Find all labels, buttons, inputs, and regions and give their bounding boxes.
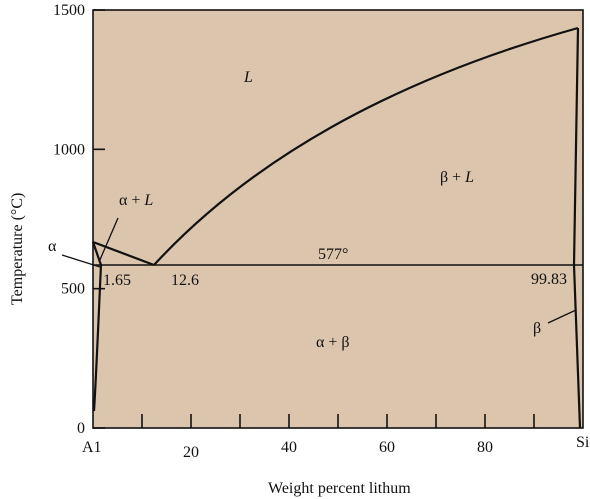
x-tick-label-60: 60 [379,439,395,456]
beta-solvus-line [572,264,582,429]
x-axis-tick-labels: 20 40 60 80 [183,439,493,461]
x-tick-label-20: 20 [183,444,199,461]
x-axis-title: Weight percent lithum [268,480,411,497]
x-tick-label-80: 80 [477,439,493,456]
eutectic-composition-label: 12.6 [171,272,199,289]
alpha-plus-liquid-leader-line [98,217,119,263]
liquidus-curve-si-side [153,26,579,266]
y-tick-label-1000: 1000 [53,141,85,158]
beta-plus-liquid-region-label: β + L [440,169,474,186]
x-axis-ticks [141,414,535,428]
x-axis-end-label-si: Si [576,434,590,451]
alpha-plus-liquid-region-label: α + L [119,192,153,209]
liquid-region-label: L [243,69,253,86]
eutectic-temperature-label: 577° [318,246,348,263]
beta-leader-line [547,309,577,324]
y-axis-ticks [93,9,105,429]
y-axis-title: Temperature (°C) [9,193,26,305]
beta-max-solubility-label: 99.83 [531,271,567,288]
x-axis-end-label-al: A1 [82,439,102,456]
alpha-phase-label: α [48,238,57,255]
y-axis-tick-labels: 0 500 1000 1500 [53,2,85,437]
y-tick-label-0: 0 [77,420,85,437]
y-tick-label-1500: 1500 [53,2,85,19]
beta-phase-label: β [533,320,541,337]
beta-solidus-line [572,27,580,266]
beta-plus-liquid-prefix: β + [440,169,465,186]
beta-plus-liquid-suffix: L [464,169,474,186]
liquidus-line-al-side [92,240,155,267]
alpha-plus-liquid-suffix: L [143,192,153,209]
alpha-plus-beta-region-label: α + β [316,334,350,351]
alpha-solvus-line [92,264,103,412]
plot-area [93,10,583,428]
alpha-plus-liquid-prefix: α + [119,192,144,209]
alpha-max-solubility-label: 1.65 [103,272,131,289]
y-tick-label-500: 500 [61,281,85,298]
x-tick-label-40: 40 [281,439,297,456]
